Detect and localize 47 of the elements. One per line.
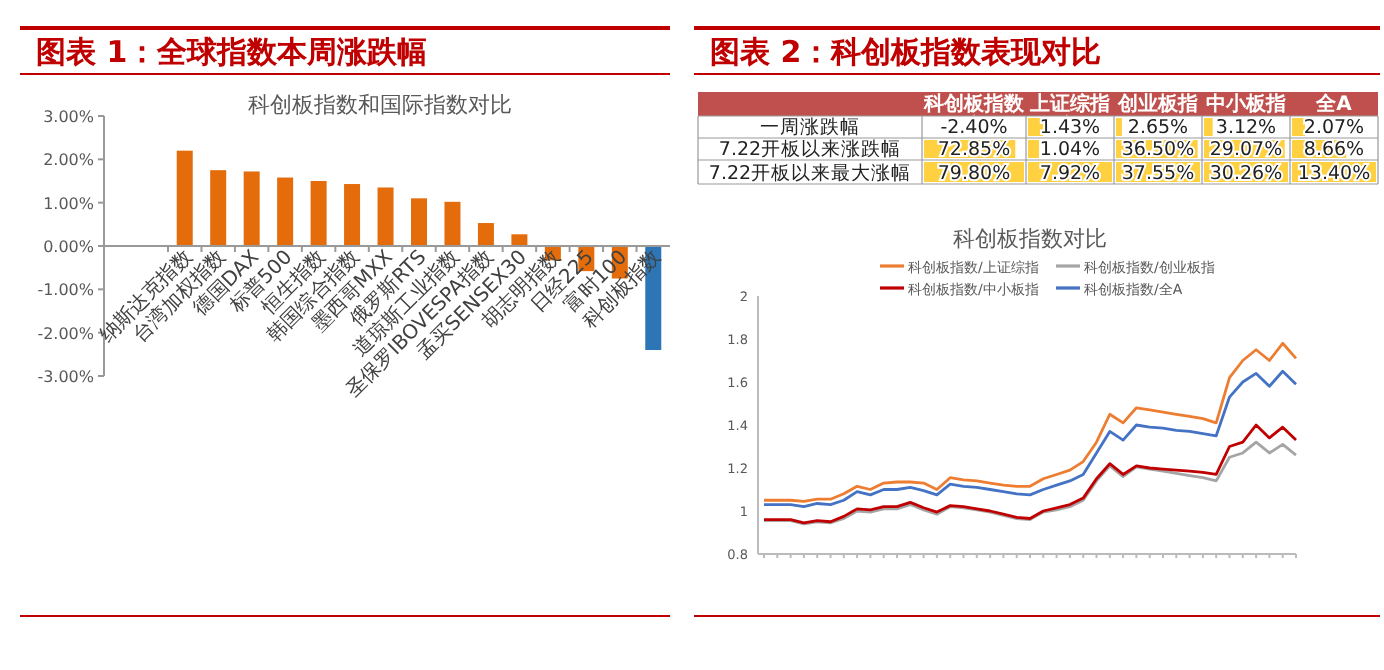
- data-label: 2.65%: [1127, 117, 1189, 139]
- bar: [377, 187, 394, 246]
- x-tick-label: 科创板指数: [922, 92, 1026, 116]
- chart-title: 科创板指数对比: [953, 226, 1107, 252]
- y-tick-label: 1.00%: [43, 194, 95, 213]
- data-label: 37.55%: [1121, 163, 1195, 185]
- bar: [344, 184, 361, 246]
- line-series: [762, 341, 1298, 503]
- bar: [210, 170, 227, 246]
- data-label: 13.40%: [1297, 163, 1371, 185]
- x-tick-label: 中小板指: [1206, 92, 1286, 116]
- y-tick-label: 7.22开板以来涨跌幅: [718, 137, 902, 161]
- line-series: [762, 440, 1298, 526]
- chart-title: 图表 2：科创板指数表现对比: [710, 34, 1102, 70]
- data-label: 36.50%: [1121, 139, 1195, 161]
- chart-title: 图表 1：全球指数本周涨跌幅: [36, 34, 428, 70]
- data-label: 3.12%: [1215, 117, 1277, 139]
- bar: [511, 234, 528, 246]
- bar: [176, 150, 193, 246]
- data-label: 79.80%: [937, 163, 1011, 185]
- bar: [411, 198, 427, 246]
- data-label: 30.26%: [1209, 163, 1283, 185]
- data-label: 29.07%: [1209, 139, 1283, 161]
- data-label: 72.85%: [937, 139, 1011, 161]
- bar: [277, 177, 294, 246]
- y-tick-label: 3.00%: [43, 108, 95, 126]
- data-label: 7.92%: [1039, 163, 1101, 185]
- bar: [444, 201, 461, 246]
- y-tick-label: -3.00%: [37, 368, 95, 386]
- x-tick-label: 创业板指: [1116, 92, 1198, 116]
- line-series: [762, 369, 1298, 509]
- line-series: [762, 423, 1298, 525]
- data-label: 1.04%: [1039, 139, 1101, 161]
- x-tick-label: 全A: [1314, 92, 1353, 116]
- data-label: -2.40%: [940, 117, 1008, 139]
- bar: [477, 223, 494, 246]
- data-label: 2.07%: [1303, 117, 1365, 139]
- bar: [310, 181, 327, 246]
- y-tick-label: 7.22开板以来最大涨幅: [708, 161, 912, 185]
- bar: [243, 171, 260, 246]
- x-tick-label: 上证综指: [1028, 92, 1110, 116]
- y-tick-label: -2.00%: [37, 324, 95, 343]
- y-tick-label: 0.00%: [43, 238, 95, 256]
- chart-subtitle: 科创板指数和国际指数对比: [248, 92, 512, 118]
- y-tick-label: 一周涨跌幅: [760, 115, 860, 139]
- y-tick-label: 2.00%: [43, 151, 95, 170]
- y-tick-label: -1.00%: [37, 281, 95, 300]
